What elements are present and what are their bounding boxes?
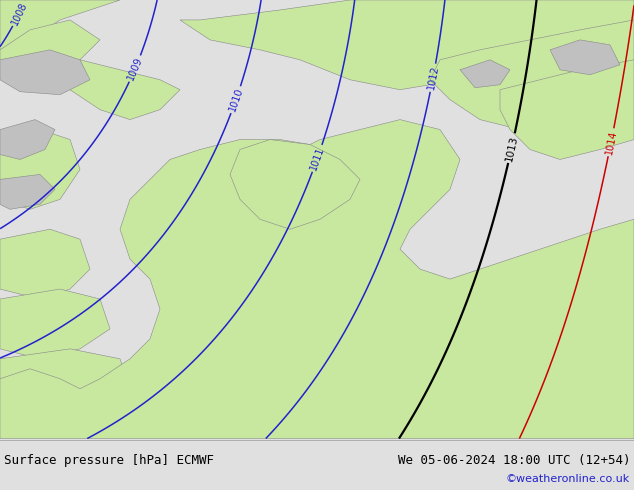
Text: 1008: 1008 [10, 0, 29, 26]
Text: ©weatheronline.co.uk: ©weatheronline.co.uk [506, 474, 630, 484]
Text: 1013: 1013 [504, 134, 519, 162]
Text: 1012: 1012 [426, 65, 440, 91]
Text: 1009: 1009 [126, 55, 145, 82]
Text: Surface pressure [hPa] ECMWF: Surface pressure [hPa] ECMWF [4, 454, 214, 466]
Text: 1010: 1010 [227, 87, 245, 113]
Text: We 05-06-2024 18:00 UTC (12+54): We 05-06-2024 18:00 UTC (12+54) [398, 454, 630, 466]
Text: 1014: 1014 [604, 129, 618, 155]
Text: 1011: 1011 [309, 145, 326, 172]
